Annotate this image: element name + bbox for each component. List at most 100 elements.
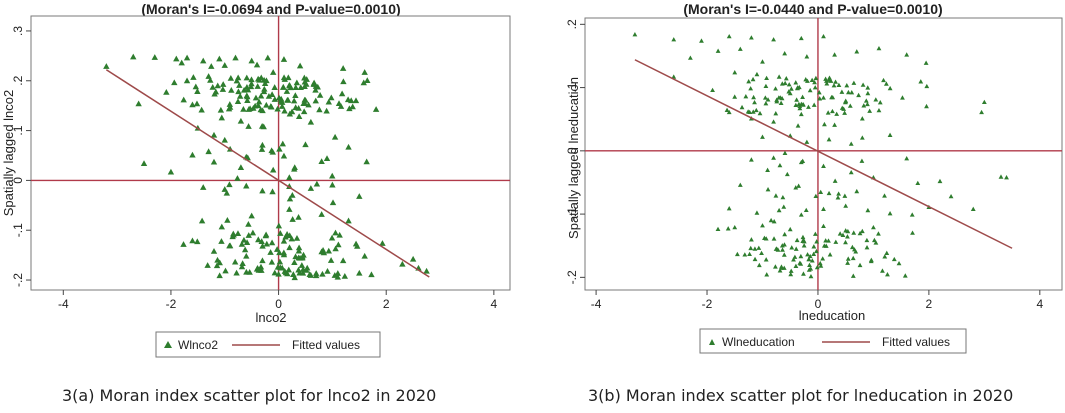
scatter-point bbox=[826, 137, 832, 142]
scatter-point bbox=[851, 230, 857, 235]
scatter-point bbox=[737, 182, 743, 187]
scatter-point bbox=[103, 63, 110, 69]
scatter-point bbox=[313, 180, 321, 187]
scatter-point bbox=[332, 245, 339, 252]
scatter-point bbox=[284, 96, 291, 103]
scatter-point bbox=[788, 271, 794, 277]
scatter-point bbox=[822, 121, 827, 127]
scatter-point bbox=[423, 267, 430, 274]
scatter-point bbox=[632, 32, 638, 37]
scatter-point bbox=[332, 229, 339, 236]
scatter-point bbox=[269, 69, 277, 75]
legend-box bbox=[699, 328, 967, 354]
scatter-point bbox=[291, 259, 298, 265]
scatter-point bbox=[850, 273, 856, 278]
scatter-point bbox=[300, 108, 308, 115]
scatter-point bbox=[836, 82, 842, 87]
scatter-point bbox=[288, 108, 296, 115]
scatter-point bbox=[756, 245, 762, 250]
panel-a: (Moran's I=-0.0694 and P-value=0.0010) -… bbox=[1, 1, 511, 358]
scatter-point bbox=[262, 231, 270, 238]
scatter-point bbox=[303, 80, 310, 87]
scatter-point bbox=[806, 267, 812, 272]
x-tick-label: 4 bbox=[491, 297, 498, 311]
scatter-point bbox=[760, 223, 765, 228]
scatter-point bbox=[786, 82, 792, 87]
scatter-point bbox=[254, 83, 261, 89]
scatter-points bbox=[103, 53, 430, 281]
scatter-point bbox=[316, 106, 323, 113]
scatter-point bbox=[762, 95, 768, 100]
scatter-point bbox=[280, 237, 288, 244]
scatter-point bbox=[750, 76, 756, 82]
scatter-point bbox=[794, 97, 800, 102]
scatter-point bbox=[279, 264, 286, 271]
scatter-point bbox=[198, 106, 205, 113]
scatter-point bbox=[399, 260, 406, 267]
scatter-point bbox=[773, 86, 778, 91]
scatter-point bbox=[860, 82, 866, 87]
scatter-point bbox=[763, 257, 769, 262]
scatter-point bbox=[842, 193, 848, 198]
scatter-point bbox=[263, 240, 270, 247]
scatter-point bbox=[248, 76, 255, 83]
scatter-point bbox=[843, 239, 848, 245]
scatter-point bbox=[338, 90, 346, 97]
scatter-point bbox=[840, 232, 846, 237]
scatter-point bbox=[239, 260, 246, 266]
scatter-point bbox=[749, 237, 754, 242]
scatter-point bbox=[234, 98, 242, 104]
scatter-point bbox=[753, 107, 759, 113]
scatter-point bbox=[318, 211, 325, 217]
scatter-point bbox=[361, 69, 368, 75]
scatter-point bbox=[183, 54, 191, 61]
scatter-point bbox=[813, 193, 819, 199]
y-axis-label: Spatially lagged lnco2 bbox=[1, 90, 16, 216]
scatter-point bbox=[167, 168, 175, 175]
scatter-point bbox=[218, 238, 225, 244]
scatter-point bbox=[748, 35, 754, 40]
scatter-point bbox=[781, 252, 787, 257]
scatter-point bbox=[864, 237, 870, 243]
scatter-point bbox=[260, 88, 268, 95]
scatter-point bbox=[760, 134, 765, 139]
scatter-point bbox=[829, 94, 834, 100]
chart-title: (Moran's I=-0.0694 and P-value=0.0010) bbox=[141, 1, 400, 17]
scatter-point bbox=[291, 165, 298, 172]
scatter-point bbox=[292, 92, 299, 99]
scatter-point bbox=[259, 242, 266, 249]
scatter-point bbox=[793, 102, 799, 108]
scatter-point bbox=[800, 238, 806, 244]
scatter-point bbox=[329, 172, 336, 179]
scatter-point bbox=[235, 88, 242, 95]
scatter-point bbox=[218, 223, 225, 230]
scatter-point bbox=[283, 231, 291, 238]
scatter-point bbox=[210, 158, 218, 165]
scatter-point bbox=[793, 263, 799, 269]
scatter-point bbox=[798, 253, 804, 259]
scatter-point bbox=[292, 84, 299, 91]
scatter-point bbox=[267, 103, 274, 109]
scatter-point bbox=[280, 249, 288, 256]
scatter-point bbox=[848, 141, 854, 146]
scatter-point bbox=[318, 158, 325, 165]
scatter-point bbox=[771, 37, 776, 42]
scatter-point bbox=[752, 99, 757, 105]
y-tick-label: .1 bbox=[565, 82, 579, 92]
panel-caption-a: 3(a) Moran index scatter plot for lnco2 … bbox=[62, 386, 437, 405]
scatter-point bbox=[800, 234, 806, 240]
scatter-point bbox=[323, 107, 330, 114]
scatter-point bbox=[209, 83, 216, 90]
scatter-point bbox=[845, 228, 851, 234]
scatter-point bbox=[227, 75, 235, 81]
scatter-point bbox=[178, 59, 185, 66]
scatter-point bbox=[771, 119, 776, 124]
scatter-point bbox=[871, 224, 876, 230]
scatter-point bbox=[910, 230, 915, 235]
scatter-point bbox=[356, 193, 363, 199]
scatter-point bbox=[859, 116, 865, 121]
scatter-point bbox=[776, 74, 782, 79]
scatter-point bbox=[295, 213, 302, 220]
y-axis-label: Spatially lagged lneducation bbox=[566, 77, 581, 239]
y-tick-label: -.1 bbox=[11, 223, 25, 237]
